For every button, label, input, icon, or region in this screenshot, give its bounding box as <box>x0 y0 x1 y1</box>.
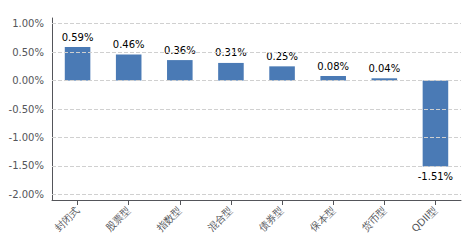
svg-text:0.08%: 0.08% <box>317 61 349 72</box>
svg-text:0.25%: 0.25% <box>266 50 298 62</box>
svg-text:QDII型: QDII型 <box>409 204 439 234</box>
svg-text:1.00%: 1.00% <box>12 18 44 29</box>
svg-text:混合型: 混合型 <box>206 204 235 233</box>
svg-text:保本型: 保本型 <box>308 204 337 233</box>
svg-text:0.31%: 0.31% <box>215 47 247 58</box>
svg-text:0.50%: 0.50% <box>12 47 44 58</box>
svg-text:-2.00%: -2.00% <box>9 189 44 200</box>
svg-text:-0.50%: -0.50% <box>9 104 44 115</box>
svg-text:封闭式: 封闭式 <box>52 204 81 233</box>
svg-text:-1.00%: -1.00% <box>9 132 44 143</box>
svg-text:0.04%: 0.04% <box>368 63 400 74</box>
svg-text:0.46%: 0.46% <box>113 39 145 50</box>
svg-text:指数型: 指数型 <box>154 204 184 234</box>
svg-text:-1.51%: -1.51% <box>418 171 453 182</box>
svg-text:股票型: 股票型 <box>104 204 133 233</box>
svg-text:0.59%: 0.59% <box>62 32 94 43</box>
svg-text:货币型: 货币型 <box>359 204 388 233</box>
svg-text:0.36%: 0.36% <box>164 45 196 56</box>
svg-text:-1.50%: -1.50% <box>9 160 44 171</box>
svg-text:0.00%: 0.00% <box>12 75 44 86</box>
svg-text:债券型: 债券型 <box>257 204 286 233</box>
